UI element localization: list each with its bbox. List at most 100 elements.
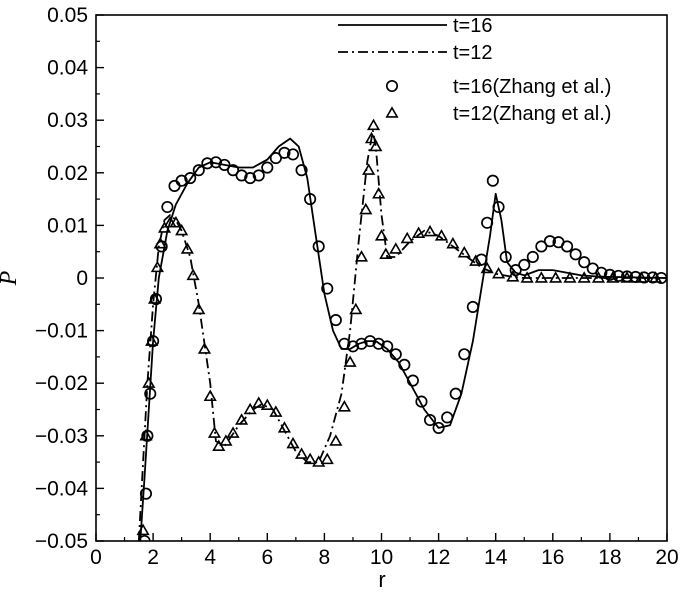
data-point <box>312 240 325 253</box>
data-point <box>577 271 591 283</box>
data-point <box>219 434 233 446</box>
series-3 <box>136 118 663 536</box>
legend-label: t=16(Zhang et al.) <box>453 76 611 98</box>
data-point <box>261 161 274 174</box>
series-line <box>139 137 667 541</box>
y-tick-label: −0.02 <box>35 372 88 395</box>
data-point <box>278 146 291 159</box>
data-point <box>218 158 231 171</box>
legend-label: t=12(Zhang et al.) <box>453 103 611 125</box>
data-point <box>144 387 157 400</box>
data-point <box>186 268 200 281</box>
data-point <box>423 224 437 237</box>
legend-entry-3: t=12(Zhang et al.) <box>385 103 611 125</box>
data-point <box>175 223 189 236</box>
data-point <box>591 271 606 283</box>
data-point <box>355 337 368 350</box>
x-tick-label: 20 <box>655 546 678 569</box>
data-point <box>458 348 471 361</box>
y-tick-label: 0.03 <box>47 109 88 132</box>
data-point <box>480 261 494 274</box>
data-point <box>145 334 159 346</box>
data-point <box>235 413 249 425</box>
data-point <box>569 248 582 261</box>
data-point <box>364 335 377 348</box>
data-point <box>180 242 194 254</box>
x-tick-label: 6 <box>261 546 273 569</box>
y-tick-label: −0.05 <box>35 530 88 553</box>
data-point <box>415 395 428 408</box>
data-point <box>295 164 308 177</box>
data-point <box>197 342 212 354</box>
data-point <box>381 340 394 353</box>
series-0 <box>139 137 667 541</box>
y-tick-label: 0 <box>76 267 88 290</box>
data-point <box>634 271 648 283</box>
data-point <box>161 200 174 214</box>
data-point <box>269 405 283 417</box>
data-point <box>139 487 153 500</box>
data-point <box>520 271 534 283</box>
x-tick-label: 4 <box>204 546 216 569</box>
data-point <box>201 157 214 170</box>
data-point <box>192 164 205 177</box>
data-point <box>423 413 437 427</box>
data-point <box>153 236 167 249</box>
data-point <box>175 174 188 187</box>
data-point <box>329 314 342 327</box>
data-point <box>389 348 402 361</box>
x-tick-label: 16 <box>541 546 564 569</box>
series-layer <box>136 118 667 541</box>
data-point <box>620 271 634 283</box>
data-point <box>359 202 373 215</box>
data-point <box>252 396 266 408</box>
data-point <box>499 250 512 264</box>
data-point <box>457 245 471 258</box>
series-line <box>137 129 667 541</box>
x-tick-label: 12 <box>427 546 450 569</box>
data-point <box>491 266 506 279</box>
legend-label: t=16 <box>453 15 492 37</box>
data-point <box>209 156 222 169</box>
data-point <box>372 187 386 199</box>
data-point <box>184 172 197 185</box>
data-point <box>312 455 326 467</box>
data-point <box>466 300 479 313</box>
data-point <box>549 271 563 283</box>
data-point <box>346 340 359 353</box>
y-tick-label: 0.05 <box>47 4 88 27</box>
data-point <box>486 174 499 187</box>
data-point <box>389 242 403 254</box>
series-2 <box>138 146 667 541</box>
data-point <box>364 131 379 144</box>
data-point <box>354 250 369 262</box>
legend: t=16 t=12 t=16(Zhang et al.) t=12(Zhang et … <box>338 15 611 125</box>
series-1 <box>137 129 667 541</box>
x-axis-label: r <box>378 567 385 592</box>
y-tick-label: −0.03 <box>35 425 88 448</box>
data-point <box>139 428 153 441</box>
data-point <box>260 398 274 410</box>
legend-swatch <box>385 106 399 118</box>
legend-label: t=12 <box>453 42 492 64</box>
data-point <box>286 436 300 449</box>
y-axis-label: P <box>0 270 22 286</box>
data-point <box>343 355 357 367</box>
data-point <box>286 148 300 161</box>
data-point <box>446 236 460 249</box>
data-point <box>277 421 292 433</box>
data-point <box>492 200 505 214</box>
data-point <box>207 426 222 438</box>
data-point <box>535 240 548 253</box>
y-tick-label: 0.04 <box>47 57 88 80</box>
legend-entry-1: t=12 <box>338 42 492 64</box>
data-point <box>142 376 156 388</box>
x-tick-label: 8 <box>319 546 331 569</box>
data-point <box>412 226 426 238</box>
y-tick-label: 0.01 <box>47 214 88 237</box>
data-point <box>561 240 574 253</box>
x-tick-label: 14 <box>484 546 508 569</box>
data-point <box>400 231 414 244</box>
data-point <box>269 152 282 165</box>
